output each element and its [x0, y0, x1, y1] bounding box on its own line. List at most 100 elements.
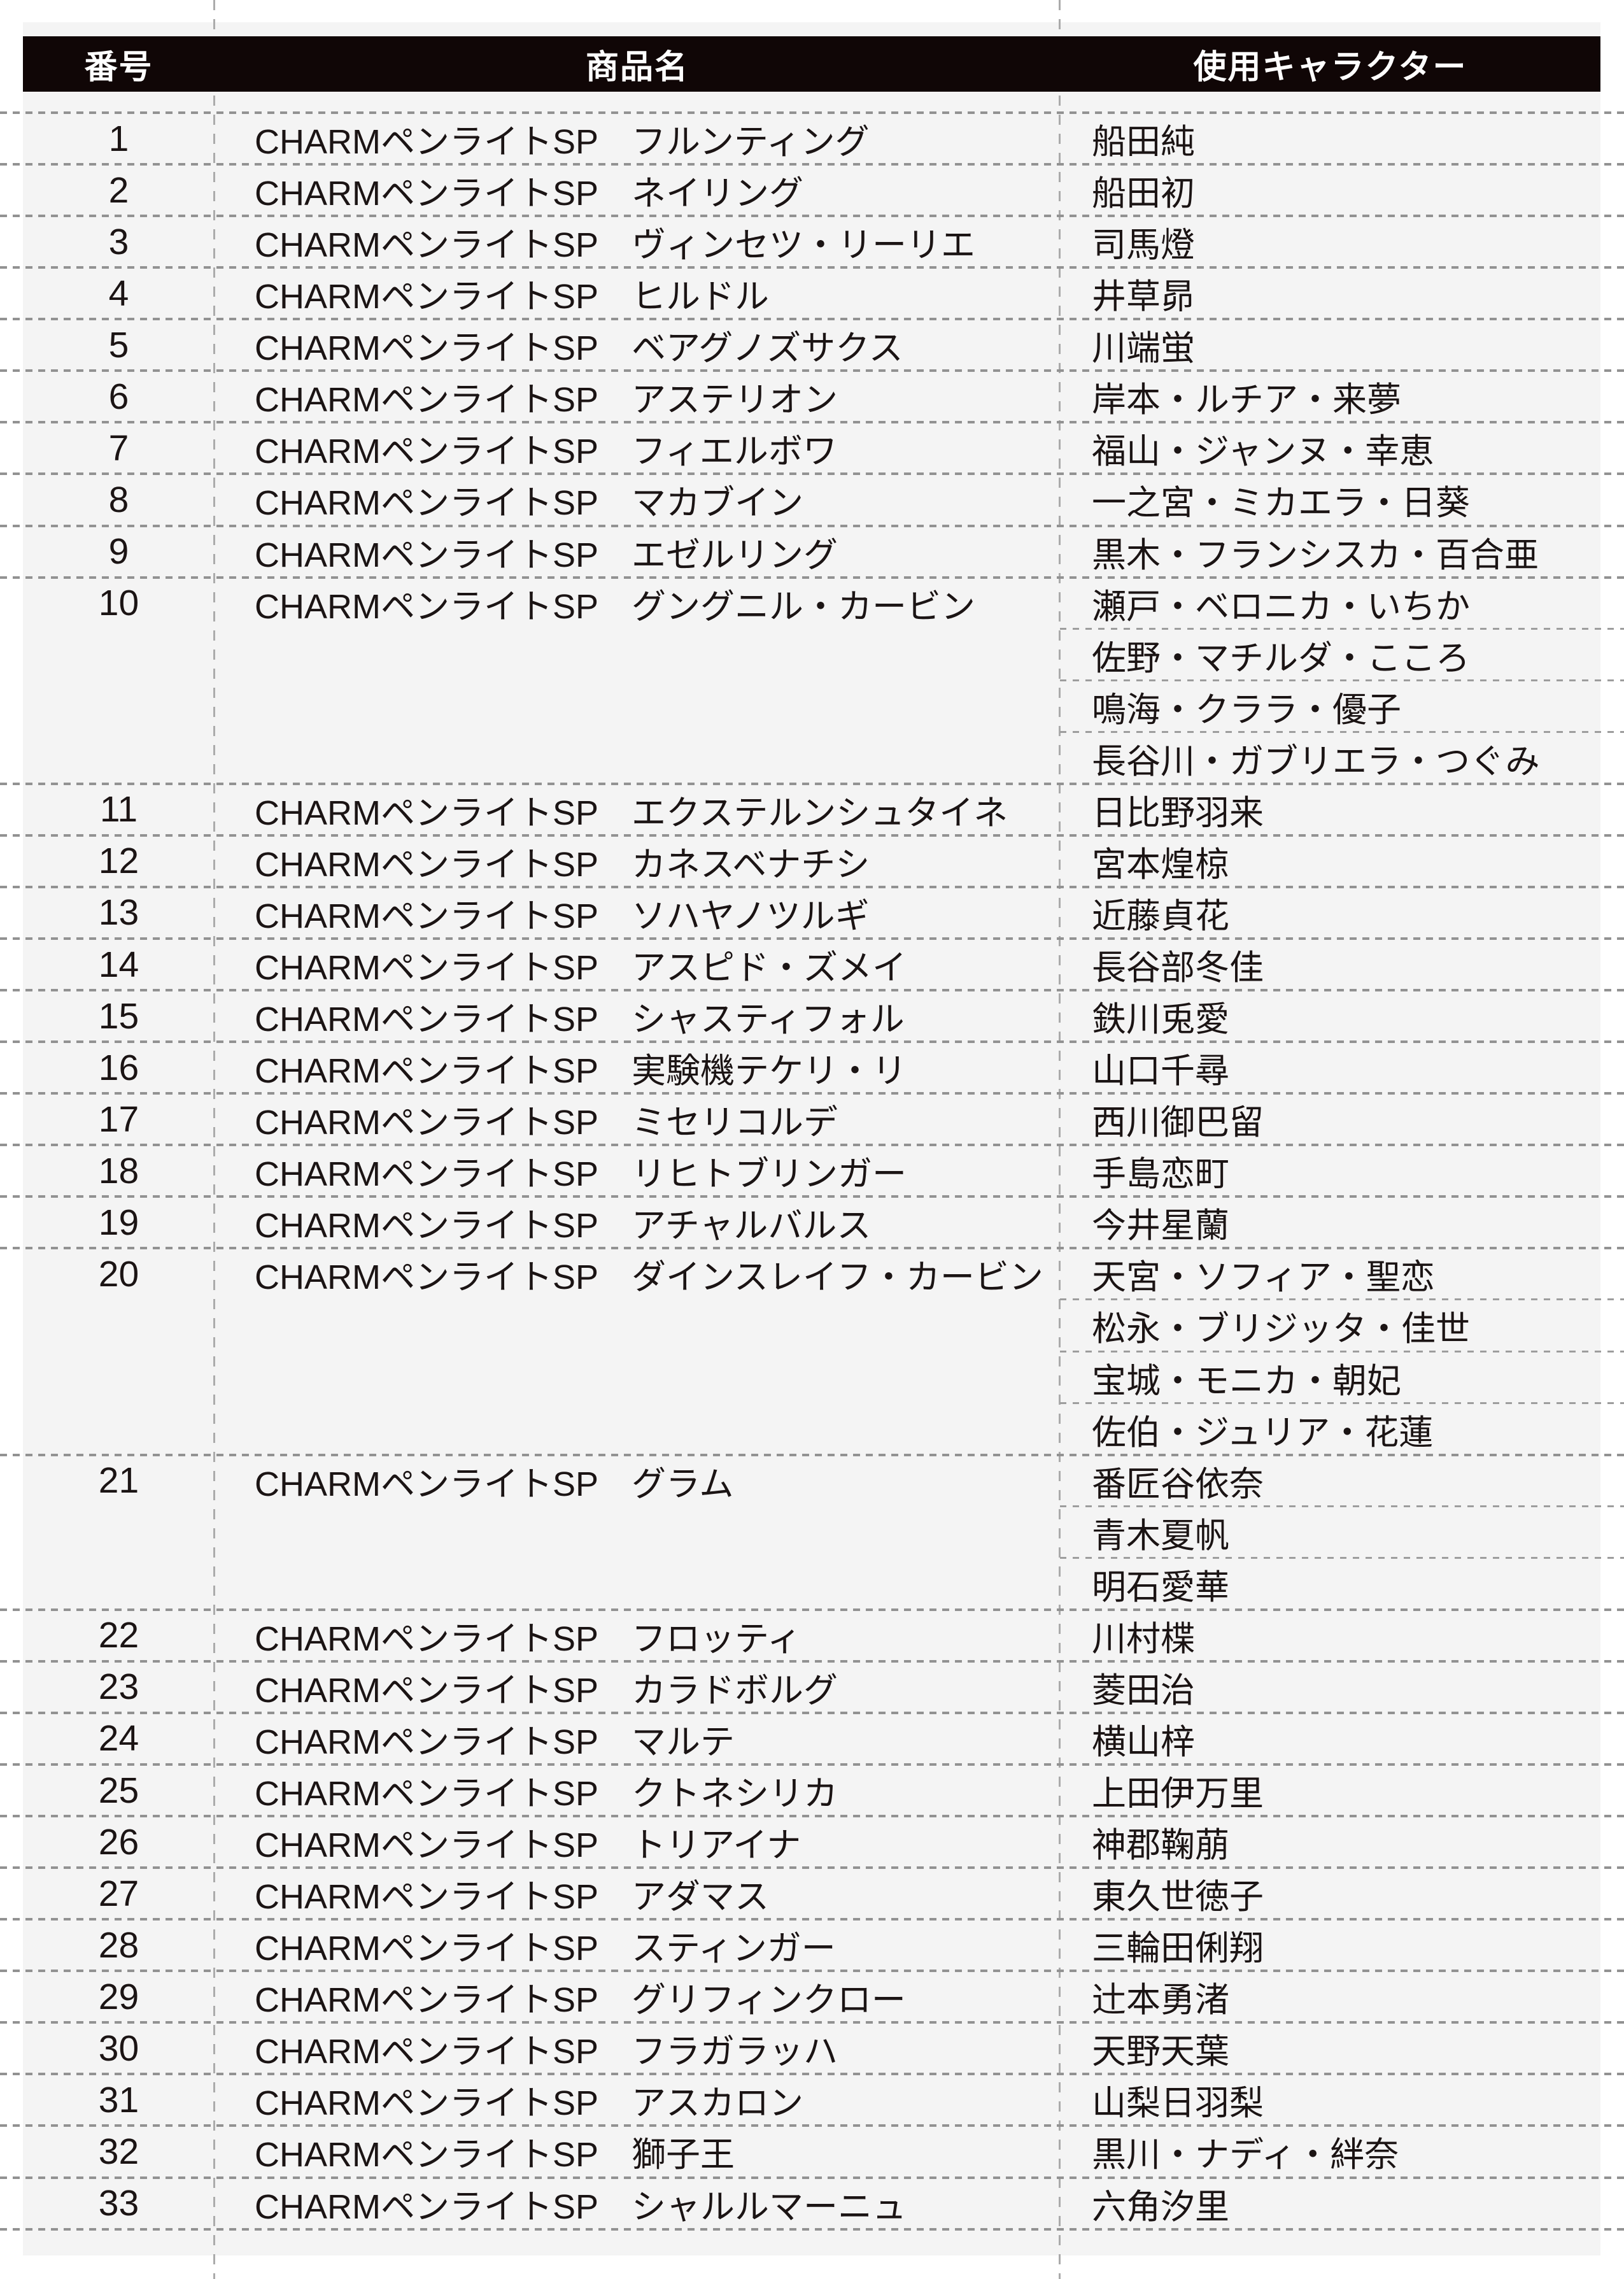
character-line: 船田純	[1092, 123, 1195, 162]
row-number-cell: 14	[98, 944, 139, 985]
table-row: 31 CHARMペンライトSP アスカロン 山梨日羽梨	[0, 2073, 1624, 2126]
product-name: アダマス	[632, 1878, 769, 1917]
row-number-cell: 10	[98, 583, 139, 624]
product-cell: CHARMペンライトSP フィエルボワ	[215, 422, 1060, 474]
character-line: 佐伯・ジュリア・花蓮	[1060, 1402, 1624, 1455]
product-prefix: CHARMペンライトSP	[255, 2136, 599, 2175]
header-cell-product: 商品名	[585, 49, 689, 86]
product-cell: CHARMペンライトSP フロッティ	[215, 1610, 1060, 1661]
table-row: 18 CHARMペンライトSP リヒトブリンガー 手島恋町	[0, 1144, 1624, 1196]
product-cell: CHARMペンライトSP グラム	[215, 1455, 1060, 1507]
product-prefix: CHARMペンライトSP	[255, 226, 599, 265]
character-line: 長谷部冬佳	[1092, 949, 1264, 988]
product-name: エクステルンシュタイネ	[632, 793, 1008, 832]
product-prefix: CHARMペンライトSP	[255, 1155, 599, 1194]
product-name: アステリオン	[632, 381, 838, 420]
character-cell: 三輪田俐翔	[1060, 1919, 1624, 1971]
character-line: 長谷川・ガブリエラ・つぐみ	[1060, 730, 1624, 784]
row-number-cell: 28	[98, 1924, 139, 1966]
character-cell: 司馬燈	[1060, 216, 1624, 267]
table-row: 2 CHARMペンライトSP ネイリング 船田初	[0, 163, 1624, 216]
character-line: 黒木・フランシスカ・百合亜	[1092, 536, 1539, 574]
character-line: 近藤貞花	[1092, 897, 1229, 935]
character-line: 宮本煌椋	[1092, 845, 1229, 884]
row-number-cell: 15	[98, 995, 139, 1037]
product-prefix: CHARMペンライトSP	[255, 1878, 599, 1917]
character-line: 日比野羽来	[1092, 793, 1264, 832]
product-cell: CHARMペンライトSP ミセリコルデ	[215, 1093, 1060, 1145]
product-cell: CHARMペンライトSP アダマス	[215, 1868, 1060, 1919]
character-line: 番匠谷依奈	[1092, 1465, 1264, 1503]
product-name: カネスベナチシ	[632, 845, 870, 884]
product-cell: CHARMペンライトSP アスカロン	[215, 2074, 1060, 2126]
product-cell: CHARMペンライトSP エクステルンシュタイネ	[215, 784, 1060, 835]
product-cell: CHARMペンライトSP アステリオン	[215, 371, 1060, 422]
product-name: アスカロン	[632, 2084, 803, 2123]
character-cell: 宮本煌椋	[1060, 835, 1624, 887]
character-line: 松永・ブリジッタ・佳世	[1060, 1298, 1624, 1351]
character-cell: 六角汐里	[1060, 2178, 1624, 2229]
character-cell: 今井星蘭	[1060, 1196, 1624, 1248]
character-cell: 辻本勇渚	[1060, 1971, 1624, 2022]
row-number-cell: 25	[98, 1770, 139, 1811]
row-number-cell: 21	[98, 1460, 139, 1502]
character-line: 三輪田俐翔	[1092, 1929, 1264, 1968]
header-cell-character: 使用キャラクター	[1193, 49, 1467, 86]
row-number-cell: 5	[108, 324, 129, 366]
table-row: 24 CHARMペンライトSP マルテ 横山梓	[0, 1711, 1624, 1764]
product-name: ヴィンセツ・リーリエ	[632, 226, 975, 265]
table-row: 16 CHARMペンライトSP 実験機テケリ・リ 山口千尋	[0, 1040, 1624, 1093]
character-line: 今井星蘭	[1092, 1207, 1229, 1246]
product-name: 獅子王	[632, 2136, 735, 2175]
character-cell: 瀬戸・ベロニカ・いちか 佐野・マチルダ・こころ 鳴海・クララ・優子 長谷川・ガブリエラ…	[1060, 578, 1624, 784]
character-line: 黒川・ナディ・絆奈	[1092, 2136, 1399, 2175]
character-line: 井草昴	[1092, 278, 1195, 316]
character-cell: 西川御巴留	[1060, 1093, 1624, 1145]
product-name: マルテ	[632, 1722, 735, 1761]
product-cell: CHARMペンライトSP トリアイナ	[215, 1816, 1060, 1868]
product-name: グラム	[632, 1465, 734, 1503]
product-prefix: CHARMペンライトSP	[255, 2033, 599, 2071]
row-number-cell: 11	[99, 789, 138, 830]
row-number-cell: 13	[98, 892, 139, 934]
product-prefix: CHARMペンライトSP	[255, 1465, 599, 1503]
product-prefix: CHARMペンライトSP	[255, 2084, 599, 2123]
product-prefix: CHARMペンライトSP	[255, 1775, 599, 1814]
table-row: 33 CHARMペンライトSP シャルルマーニュ 六角汐里	[0, 2176, 1624, 2229]
character-cell: 岸本・ルチア・来夢	[1060, 371, 1624, 422]
product-prefix: CHARMペンライトSP	[255, 1929, 599, 1968]
character-cell: 神郡鞠萠	[1060, 1816, 1624, 1868]
product-name: アチャルバルス	[632, 1207, 872, 1246]
character-line: 西川御巴留	[1092, 1104, 1264, 1142]
product-prefix: CHARMペンライトSP	[255, 432, 599, 471]
character-line: 瀬戸・ベロニカ・いちか	[1092, 587, 1470, 626]
product-prefix: CHARMペンライトSP	[255, 1000, 599, 1039]
character-line: 船田初	[1092, 174, 1195, 213]
product-cell: CHARMペンライトSP エゼルリング	[215, 526, 1060, 578]
row-number-cell: 27	[98, 1873, 139, 1914]
product-cell: CHARMペンライトSP グングニル・カービン	[215, 578, 1060, 629]
product-name: ヒルドル	[632, 278, 769, 316]
table-row: 28 CHARMペンライトSP スティンガー 三輪田俐翔	[0, 1918, 1624, 1971]
character-cell: 船田純	[1060, 113, 1624, 164]
character-line: 司馬燈	[1092, 226, 1195, 265]
character-cell: 天宮・ソフィア・聖恋 松永・ブリジッタ・佳世 宝城・モニカ・朝妃 佐伯・ジュリア・花蓮	[1060, 1248, 1624, 1454]
product-cell: CHARMペンライトSP マカブイン	[215, 474, 1060, 525]
character-cell: 近藤貞花	[1060, 887, 1624, 939]
table-row: 11 CHARMペンライトSP エクステルンシュタイネ 日比野羽来	[0, 782, 1624, 835]
product-cell: CHARMペンライトSP グリフィンクロー	[215, 1971, 1060, 2022]
character-line: 菱田治	[1092, 1671, 1195, 1710]
row-number-cell: 18	[98, 1150, 139, 1191]
character-line: 上田伊万里	[1092, 1775, 1264, 1814]
character-line: 手島恋町	[1092, 1155, 1229, 1194]
product-prefix: CHARMペンライトSP	[255, 1722, 599, 1761]
table-rows-container: 1 CHARMペンライトSP フルンティング 船田純 2 CHARMペンライトSP ネイリン…	[0, 111, 1624, 2231]
product-cell: CHARMペンライトSP スティンガー	[215, 1919, 1060, 1971]
product-cell: CHARMペンライトSP アチャルバルス	[215, 1196, 1060, 1248]
row-number-cell: 1	[108, 118, 129, 159]
product-prefix: CHARMペンライトSP	[255, 1052, 599, 1091]
character-cell: 黒木・フランシスカ・百合亜	[1060, 526, 1624, 578]
row-number-cell: 31	[98, 2079, 139, 2120]
character-line: 川村楪	[1092, 1619, 1195, 1658]
